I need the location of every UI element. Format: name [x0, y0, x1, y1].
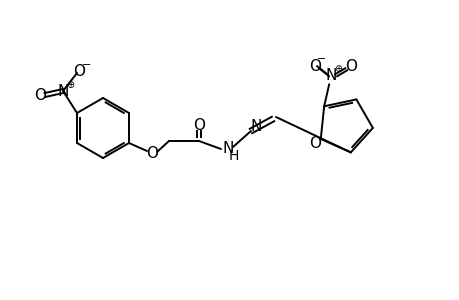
- Text: N: N: [222, 140, 233, 155]
- Text: ⊕: ⊕: [66, 80, 74, 90]
- Text: N: N: [325, 68, 336, 83]
- Text: O: O: [344, 59, 357, 74]
- Text: O: O: [308, 136, 320, 151]
- Text: O: O: [193, 118, 205, 133]
- Text: O: O: [34, 88, 46, 103]
- Text: H: H: [228, 149, 239, 163]
- Text: N: N: [57, 83, 68, 98]
- Text: N: N: [250, 118, 261, 134]
- Text: ⊕: ⊕: [333, 64, 341, 74]
- Text: −: −: [316, 54, 325, 64]
- Text: O: O: [146, 146, 157, 160]
- Text: −: −: [82, 60, 91, 70]
- Text: O: O: [308, 59, 320, 74]
- Text: O: O: [73, 64, 85, 79]
